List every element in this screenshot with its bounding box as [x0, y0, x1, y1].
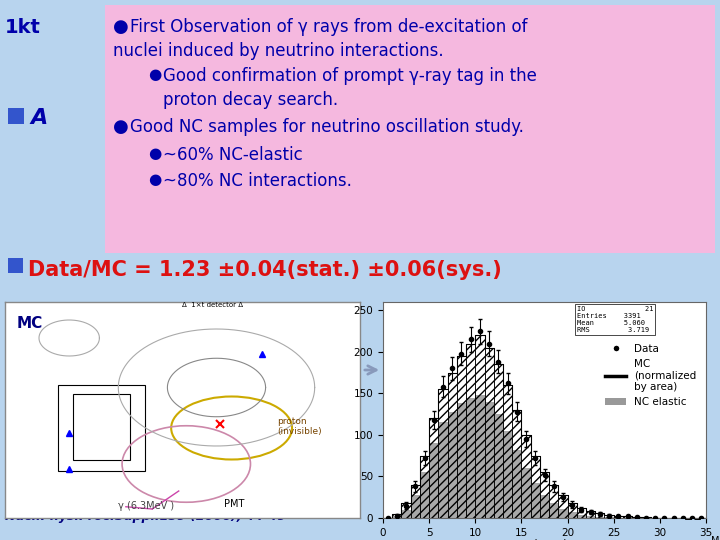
Text: Data/MC = 1.23 ±0.04(stat.) ±0.06(sys.): Data/MC = 1.23 ±0.04(stat.) ±0.06(sys.)	[28, 260, 502, 280]
Text: ~60% NC-elastic: ~60% NC-elastic	[163, 146, 302, 164]
Text: ●: ●	[113, 18, 129, 36]
Bar	[632, 517, 642, 518]
Bar	[642, 517, 651, 518]
Bar	[466, 343, 475, 518]
Bar	[540, 495, 549, 518]
Bar	[456, 403, 466, 518]
Bar	[586, 516, 595, 518]
Text: IO              21
Entries    3391
Mean       5.060
RMS         3.719: IO 21 Entries 3391 Mean 5.060 RMS 3.719	[577, 306, 653, 333]
Bar	[466, 397, 475, 518]
Bar	[503, 385, 512, 518]
Bar	[595, 517, 605, 518]
Bar	[577, 515, 586, 518]
Bar	[402, 503, 410, 518]
Bar	[8, 108, 24, 124]
Text: nuclei induced by neutrino interactions.: nuclei induced by neutrino interactions.	[113, 42, 444, 60]
Text: MeV: MeV	[711, 536, 720, 540]
Bar	[512, 410, 521, 518]
Bar	[448, 373, 456, 518]
Bar	[595, 513, 605, 518]
Text: proton
(invisible): proton (invisible)	[277, 417, 322, 436]
Bar	[613, 516, 623, 518]
Text: ●: ●	[148, 67, 161, 82]
Bar	[586, 511, 595, 518]
Bar	[402, 510, 410, 518]
Bar	[410, 495, 420, 518]
Bar	[429, 443, 438, 518]
Bar	[438, 389, 448, 518]
Bar	[392, 516, 402, 518]
Text: PMT: PMT	[224, 499, 244, 509]
Bar	[558, 495, 567, 518]
Bar	[494, 364, 503, 518]
X-axis label: E (MeV): E (MeV)	[521, 539, 567, 540]
Bar	[549, 503, 558, 518]
Bar	[448, 411, 456, 518]
Text: MC: MC	[17, 315, 42, 330]
Bar	[105, 5, 715, 253]
Bar	[605, 517, 613, 518]
Bar	[549, 485, 558, 518]
Bar	[58, 385, 145, 471]
Bar	[521, 435, 531, 518]
FancyArrowPatch shape	[365, 366, 376, 374]
Bar	[540, 472, 549, 518]
Bar	[485, 348, 494, 518]
Bar	[567, 512, 577, 518]
Text: 1kt: 1kt	[5, 18, 41, 37]
Bar	[567, 503, 577, 518]
Bar	[558, 509, 567, 518]
Bar	[521, 468, 531, 518]
Text: ●: ●	[113, 118, 129, 136]
Bar	[429, 418, 438, 518]
Bar	[577, 508, 586, 518]
Bar	[410, 485, 420, 518]
Bar	[531, 483, 540, 518]
Text: 21: 21	[684, 508, 703, 523]
Bar	[420, 456, 429, 518]
Bar	[512, 450, 521, 518]
Legend: Data, MC
(normalized
by area), NC elastic: Data, MC (normalized by area), NC elasti…	[601, 340, 701, 411]
Text: Good confirmation of prompt γ-ray tag in the: Good confirmation of prompt γ-ray tag in…	[163, 67, 537, 85]
Bar	[438, 422, 448, 518]
Bar	[73, 394, 130, 460]
Bar	[392, 514, 402, 518]
Text: Δ  1×t detector Δ: Δ 1×t detector Δ	[182, 302, 243, 308]
Text: ●: ●	[148, 172, 161, 187]
Bar	[420, 472, 429, 518]
Bar	[503, 431, 512, 518]
Text: ~80% NC interactions.: ~80% NC interactions.	[163, 172, 352, 190]
Bar	[623, 516, 632, 518]
Bar	[475, 335, 485, 518]
Bar	[531, 456, 540, 518]
Bar	[456, 356, 466, 518]
Bar	[475, 395, 485, 518]
Bar	[605, 515, 613, 518]
Text: ●: ●	[148, 146, 161, 161]
Text: proton decay search.: proton decay search.	[163, 91, 338, 109]
Text: A: A	[30, 108, 48, 128]
Text: γ (6.3MeV ): γ (6.3MeV )	[118, 501, 174, 511]
Bar	[494, 414, 503, 518]
Text: Nucl.Phys.Proc.Suppl.159 (2006), 44-49: Nucl.Phys.Proc.Suppl.159 (2006), 44-49	[5, 510, 286, 523]
Text: Good NC samples for neutrino oscillation study.: Good NC samples for neutrino oscillation…	[130, 118, 524, 136]
Text: First Observation of γ rays from de-excitation of: First Observation of γ rays from de-exci…	[130, 18, 528, 36]
Bar	[8, 258, 23, 273]
Bar	[485, 402, 494, 518]
